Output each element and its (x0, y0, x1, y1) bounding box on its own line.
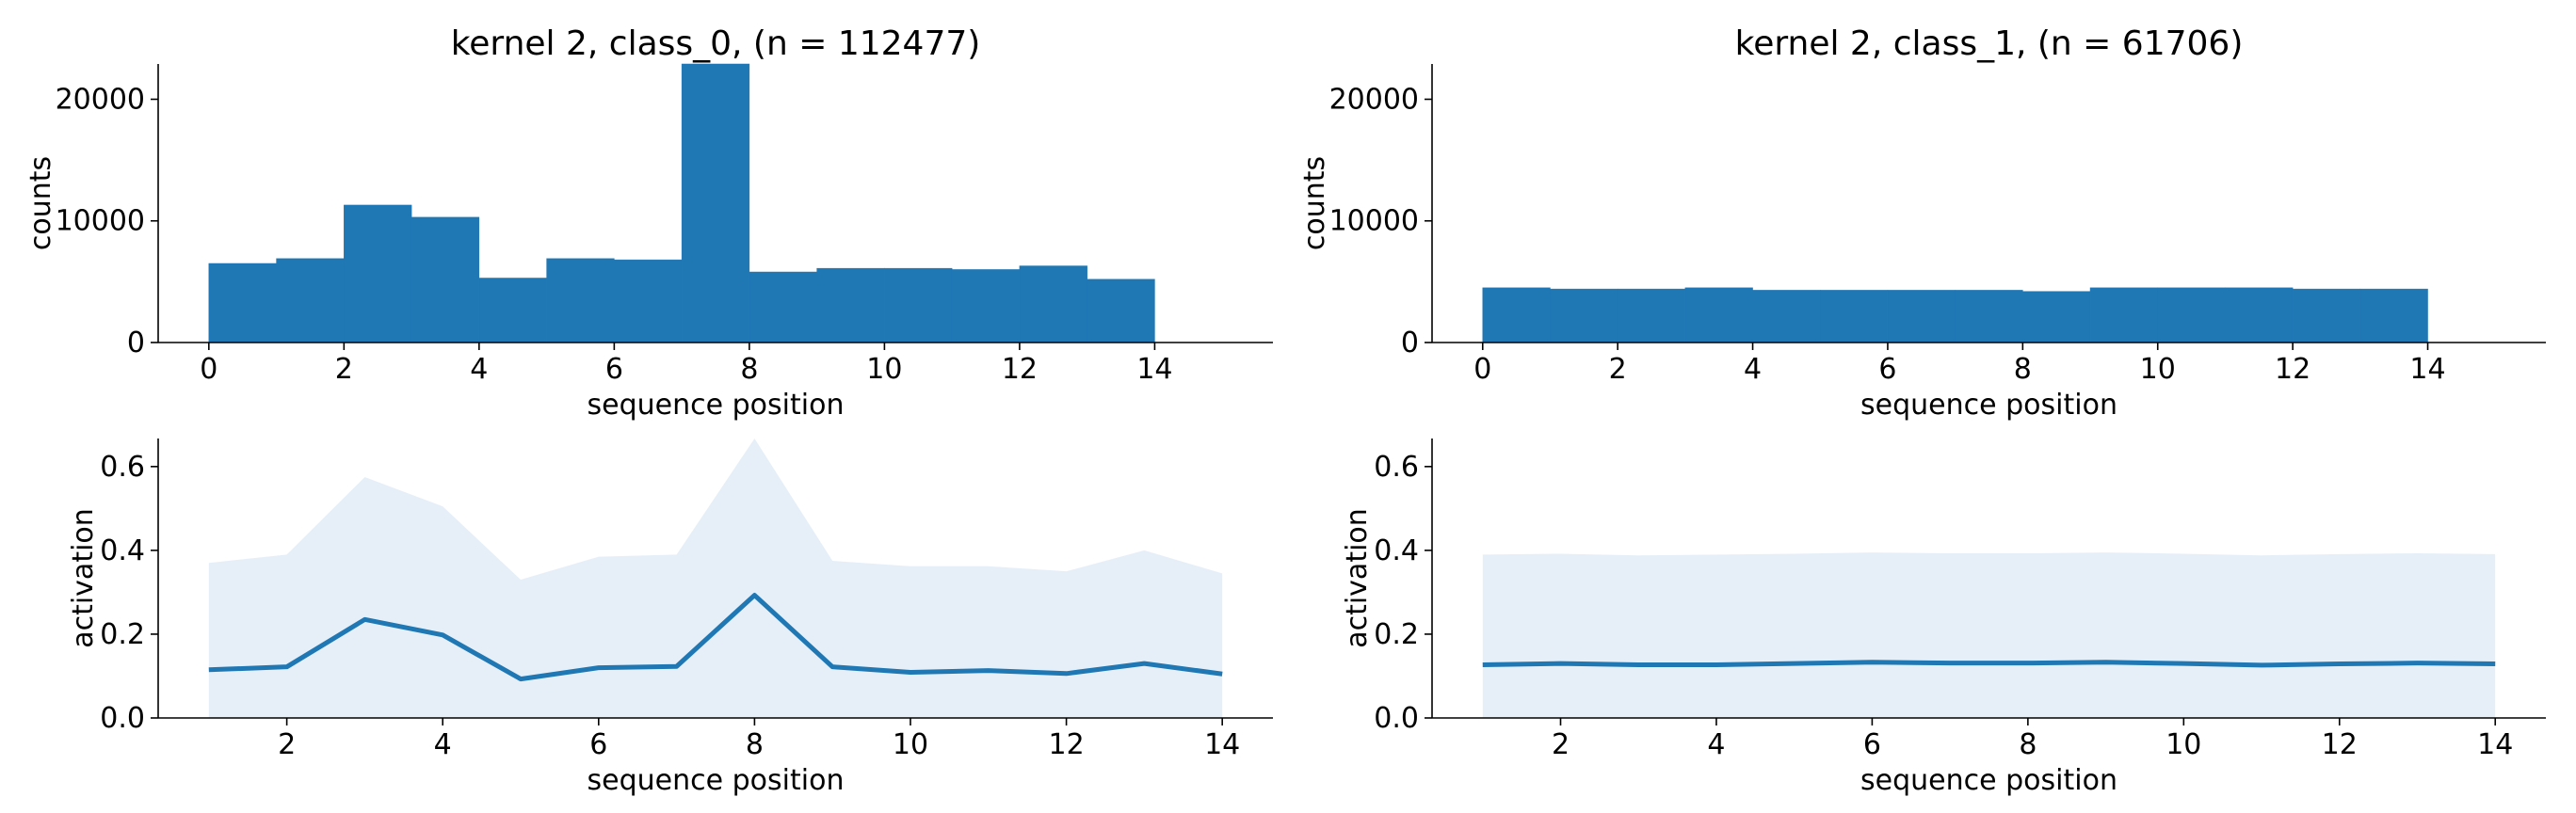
x-tick-label: 2 (278, 728, 296, 761)
histogram-bar (2089, 287, 2158, 343)
histogram-bar (749, 271, 817, 343)
y-tick-label: 0 (1401, 327, 1419, 359)
x-tick-label: 2 (335, 353, 353, 386)
x-tick-label: 0 (200, 353, 217, 386)
histogram-bar (951, 269, 1021, 343)
x-axis-label: sequence position (1860, 389, 2117, 422)
x-tick-label: 4 (470, 353, 488, 386)
x-tick-label: 8 (2019, 728, 2037, 761)
x-tick-label: 12 (2322, 728, 2358, 761)
histogram-bar (1684, 287, 1753, 343)
x-tick-label: 12 (1002, 353, 1038, 386)
y-axis-label: counts (1298, 156, 1331, 250)
histogram-bar (411, 216, 480, 343)
x-tick-label: 0 (1473, 353, 1491, 386)
histogram-bar (1087, 279, 1155, 343)
y-tick-label: 10000 (56, 205, 145, 238)
activation-band (208, 438, 1223, 718)
x-tick-label: 8 (2014, 353, 2032, 386)
x-tick-label: 12 (2275, 353, 2310, 386)
y-tick-label: 0.6 (100, 451, 145, 484)
histogram-bar (478, 278, 547, 343)
histogram-bar (614, 259, 683, 343)
histogram-bar (1752, 290, 1821, 343)
histogram-bar (2157, 287, 2226, 343)
x-tick-label: 14 (1204, 728, 1240, 761)
x-tick-label: 14 (2477, 728, 2513, 761)
histogram-bar (344, 204, 412, 343)
x-tick-label: 4 (1744, 353, 1762, 386)
y-tick-label: 20000 (1329, 83, 1419, 116)
y-tick-label: 0.2 (1374, 618, 1419, 651)
y-axis-label: counts (24, 156, 57, 250)
mean-activation-line (1482, 660, 2496, 668)
histogram-bar (2225, 287, 2294, 343)
chart-panel-1: 0 2 4 6 8 10 12 14 0 10000 20000 sequence position c… (1298, 24, 2546, 422)
mean-activation-line (208, 593, 1223, 682)
chart-title: kernel 2, class_1, (n = 61706) (1735, 24, 2244, 63)
x-tick-label: 6 (1863, 728, 1881, 761)
histogram-bar (884, 267, 953, 343)
histogram-bar (546, 258, 615, 343)
x-tick-label: 12 (1048, 728, 1084, 761)
x-tick-label: 10 (866, 353, 902, 386)
histogram-bar (1550, 288, 1618, 343)
histogram-bar (208, 263, 277, 343)
x-tick-label: 2 (1609, 353, 1627, 386)
chart-panel-2: 2 4 6 8 10 12 14 0.0 0.2 0.4 0.6 sequence position a… (67, 438, 1273, 797)
y-tick-label: 0.2 (100, 618, 145, 651)
x-tick-label: 14 (1136, 353, 1172, 386)
x-tick-label: 6 (605, 353, 623, 386)
y-tick-label: 0.0 (1374, 702, 1419, 735)
x-tick-label: 6 (1878, 353, 1896, 386)
chart-title: kernel 2, class_0, (n = 112477) (451, 24, 981, 63)
x-tick-label: 2 (1552, 728, 1570, 761)
y-axis-label: activation (1341, 508, 1374, 648)
histogram-bar (1019, 265, 1087, 343)
activation-band (1482, 552, 2496, 718)
y-tick-label: 20000 (56, 83, 145, 116)
chart-panel-3: 2 4 6 8 10 12 14 0.0 0.2 0.4 0.6 sequence position a… (1341, 438, 2546, 797)
histogram-bar (816, 267, 885, 343)
y-tick-label: 10000 (1329, 205, 1419, 238)
y-tick-label: 0.4 (100, 534, 145, 567)
x-tick-label: 10 (2165, 728, 2201, 761)
y-tick-label: 0 (127, 327, 145, 359)
histogram-bar (1887, 290, 1956, 343)
histogram-bar (2359, 288, 2428, 343)
y-tick-label: 0.6 (1374, 451, 1419, 484)
x-tick-label: 6 (589, 728, 607, 761)
chart-panel-0: 0 2 4 6 8 10 12 14 0 10000 20000 sequence position c… (24, 24, 1273, 422)
x-tick-label: 10 (2140, 353, 2176, 386)
histogram-bar (1955, 290, 2023, 343)
y-tick-label: 0.0 (100, 702, 145, 735)
y-tick-label: 0.4 (1374, 534, 1419, 567)
histogram-bar (1820, 290, 1889, 343)
histogram-bar (1617, 288, 1686, 343)
x-tick-label: 8 (746, 728, 764, 761)
histogram-bar (681, 63, 750, 343)
x-tick-label: 14 (2409, 353, 2445, 386)
histogram-bar (2292, 288, 2361, 343)
x-axis-label: sequence position (588, 764, 845, 797)
x-tick-label: 4 (434, 728, 452, 761)
x-tick-label: 10 (893, 728, 928, 761)
histogram-bar (2022, 291, 2091, 343)
x-axis-label: sequence position (588, 389, 845, 422)
x-axis-label: sequence position (1860, 764, 2117, 797)
histogram-bar (1482, 287, 1551, 343)
x-tick-label: 8 (740, 353, 758, 386)
y-axis-label: activation (67, 508, 100, 648)
histogram-bar (276, 258, 345, 343)
x-tick-label: 4 (1707, 728, 1725, 761)
